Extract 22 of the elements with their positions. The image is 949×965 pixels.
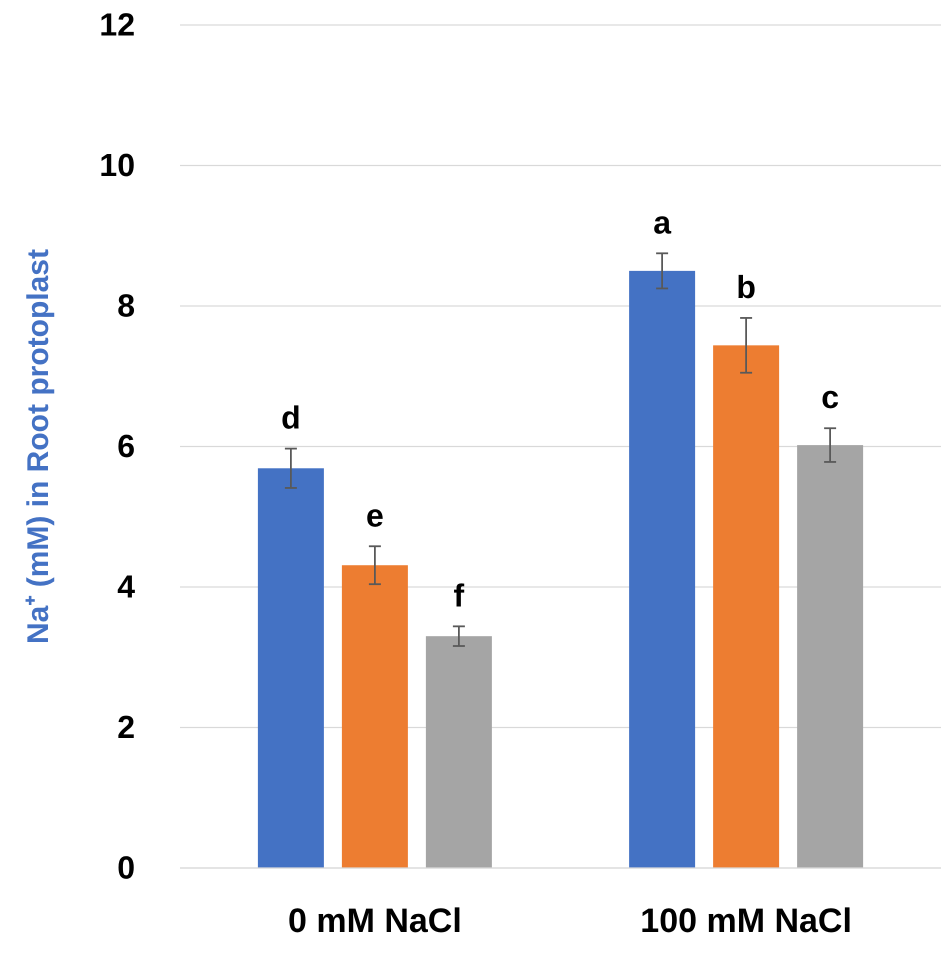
- y-tick-label: 6: [117, 428, 135, 464]
- bar: [426, 636, 492, 868]
- y-tick-label: 10: [99, 146, 135, 183]
- annotation: b: [736, 268, 756, 305]
- bar: [797, 445, 864, 868]
- annotation: d: [281, 400, 301, 436]
- x-tick-label: 0 mM NaCl: [288, 902, 462, 940]
- annotation: a: [653, 204, 672, 240]
- bar: [342, 565, 408, 868]
- y-tick-label: 0: [117, 849, 135, 886]
- y-tick-label: 8: [117, 287, 135, 324]
- bar: [629, 270, 696, 868]
- annotation: c: [821, 379, 840, 416]
- annotation: e: [366, 497, 384, 534]
- x-tick-label: 100 mM NaCl: [640, 902, 852, 940]
- bar: [713, 345, 780, 868]
- y-tick-label: 4: [117, 568, 136, 604]
- y-tick-label: 12: [99, 6, 135, 42]
- annotation: f: [454, 577, 465, 614]
- y-tick-label: 2: [117, 708, 135, 745]
- y-axis-title: Na⁺ (mM) in Root protoplast: [22, 249, 55, 644]
- bar: [258, 468, 324, 868]
